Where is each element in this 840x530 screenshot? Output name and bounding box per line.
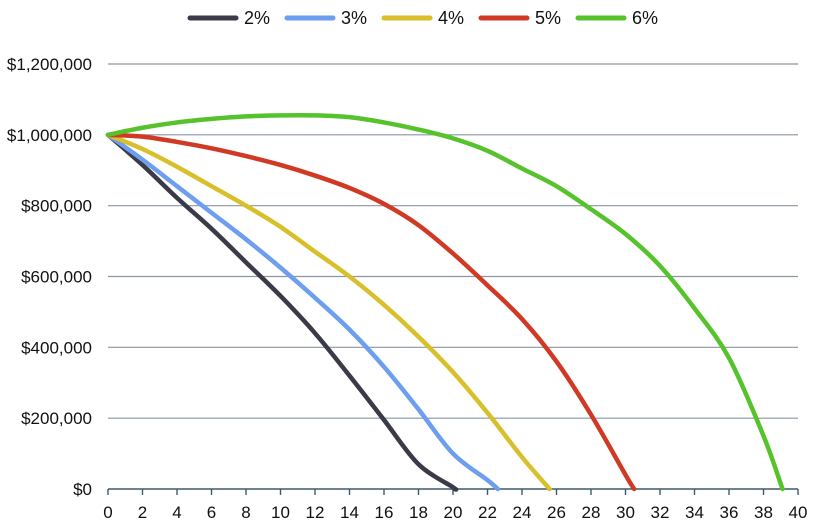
x-tick-label: 6 bbox=[207, 503, 216, 522]
y-tick-label: $600,000 bbox=[21, 268, 92, 287]
y-tick-label: $400,000 bbox=[21, 338, 92, 357]
legend-label-2: 3% bbox=[341, 8, 367, 28]
legend-label-5: 6% bbox=[632, 8, 658, 28]
gridlines bbox=[108, 63, 798, 419]
x-tick-label: 18 bbox=[409, 503, 428, 522]
x-tick-label: 0 bbox=[103, 503, 112, 522]
y-tick-label: $1,000,000 bbox=[7, 126, 92, 145]
series-line-1 bbox=[105, 132, 459, 492]
x-tick-label: 8 bbox=[241, 503, 250, 522]
series-line-2 bbox=[105, 132, 501, 492]
x-tick-label: 24 bbox=[513, 503, 532, 522]
x-tick-label: 20 bbox=[444, 503, 463, 522]
series-line-5 bbox=[105, 112, 785, 492]
x-tick-label: 34 bbox=[685, 503, 704, 522]
legend-label-3: 4% bbox=[438, 8, 464, 28]
x-tick-label: 22 bbox=[478, 503, 497, 522]
series-line-3 bbox=[105, 132, 552, 492]
x-tick-label: 14 bbox=[340, 503, 359, 522]
y-tick-label: $1,200,000 bbox=[7, 55, 92, 74]
x-tick-label: 28 bbox=[582, 503, 601, 522]
x-tick-label: 16 bbox=[375, 503, 394, 522]
x-tick-label: 2 bbox=[138, 503, 147, 522]
x-tick-label: 40 bbox=[789, 503, 808, 522]
y-tick-label: $200,000 bbox=[21, 409, 92, 428]
x-axis-tick-labels: 0 2 4 6 8 10 12 14 16 18 20 22 24 26 28 30 32 34 36 38 40 bbox=[103, 503, 807, 522]
y-tick-label: $800,000 bbox=[21, 197, 92, 216]
legend: 2% 3% 4% 5% 6% bbox=[187, 8, 658, 28]
x-tick-label: 12 bbox=[306, 503, 325, 522]
x-tick-label: 10 bbox=[271, 503, 290, 522]
x-tick-label: 32 bbox=[651, 503, 670, 522]
y-axis-tick-labels: $0 $200,000 $400,000 $600,000 $800,000 $1,000… bbox=[7, 55, 92, 499]
y-tick-label: $0 bbox=[73, 480, 92, 499]
x-tick-label: 38 bbox=[754, 503, 773, 522]
x-tick-label: 36 bbox=[720, 503, 739, 522]
x-tick-label: 26 bbox=[547, 503, 566, 522]
series-line-4 bbox=[105, 132, 637, 492]
legend-label-1: 2% bbox=[244, 8, 270, 28]
x-tick-label: 30 bbox=[616, 503, 635, 522]
series-lines bbox=[105, 112, 785, 492]
legend-label-4: 5% bbox=[535, 8, 561, 28]
x-tick-label: 4 bbox=[172, 503, 181, 522]
